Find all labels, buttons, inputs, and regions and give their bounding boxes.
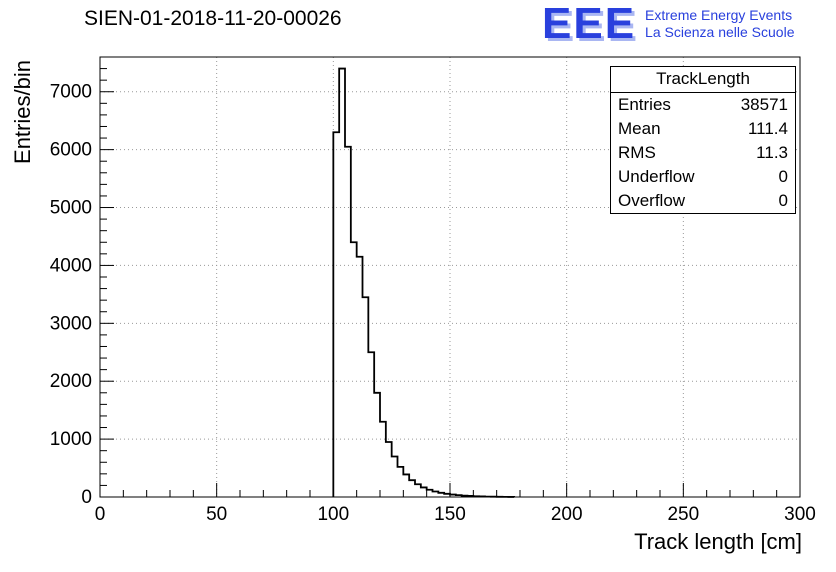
eee-logo-line1: Extreme Energy Events: [645, 7, 793, 23]
stats-value: 0: [778, 191, 788, 210]
stats-box-title: TrackLength: [611, 67, 795, 93]
stats-box: TrackLength Entries 38571 Mean 111.4 RMS…: [610, 66, 796, 214]
svg-text:1000: 1000: [50, 429, 92, 450]
svg-text:3000: 3000: [50, 313, 92, 334]
svg-text:7000: 7000: [50, 82, 92, 103]
svg-text:200: 200: [551, 504, 583, 525]
svg-text:2000: 2000: [50, 371, 92, 392]
stats-label: Overflow: [618, 191, 686, 210]
stats-value: 38571: [740, 95, 788, 114]
stats-value: 0: [778, 167, 788, 186]
svg-text:6000: 6000: [50, 140, 92, 161]
svg-text:300: 300: [784, 504, 816, 525]
eee-logo-subtitle: Extreme Energy Events La Scienza nelle S…: [645, 7, 794, 41]
eee-logo: EEE Extreme Energy Events La Scienza nel…: [542, 2, 794, 46]
svg-text:100: 100: [317, 504, 349, 525]
svg-text:150: 150: [434, 504, 466, 525]
svg-text:0: 0: [81, 487, 92, 508]
stats-value: 11.3: [756, 143, 788, 162]
svg-text:0: 0: [95, 504, 106, 525]
eee-logo-letters: EEE: [542, 0, 637, 48]
stats-label: Mean: [618, 119, 661, 138]
svg-text:5000: 5000: [50, 198, 92, 219]
stats-row-entries: Entries 38571: [611, 93, 795, 117]
stats-value: 111.4: [747, 119, 788, 138]
svg-text:4000: 4000: [50, 255, 92, 276]
stats-row-overflow: Overflow 0: [611, 189, 795, 213]
stats-label: RMS: [618, 143, 656, 162]
stats-label: Entries: [618, 95, 671, 114]
stats-row-rms: RMS 11.3: [611, 141, 795, 165]
stats-row-mean: Mean 111.4: [611, 117, 795, 141]
plot-title: SIEN-01-2018-11-20-00026: [84, 7, 342, 30]
eee-logo-line2: La Scienza nelle Scuole: [645, 24, 795, 40]
stats-label: Underflow: [618, 167, 695, 186]
y-axis-label: Entries/bin: [10, 60, 35, 164]
x-axis-label: Track length [cm]: [634, 529, 802, 554]
svg-text:50: 50: [206, 504, 227, 525]
stats-row-underflow: Underflow 0: [611, 165, 795, 189]
svg-text:250: 250: [667, 504, 699, 525]
